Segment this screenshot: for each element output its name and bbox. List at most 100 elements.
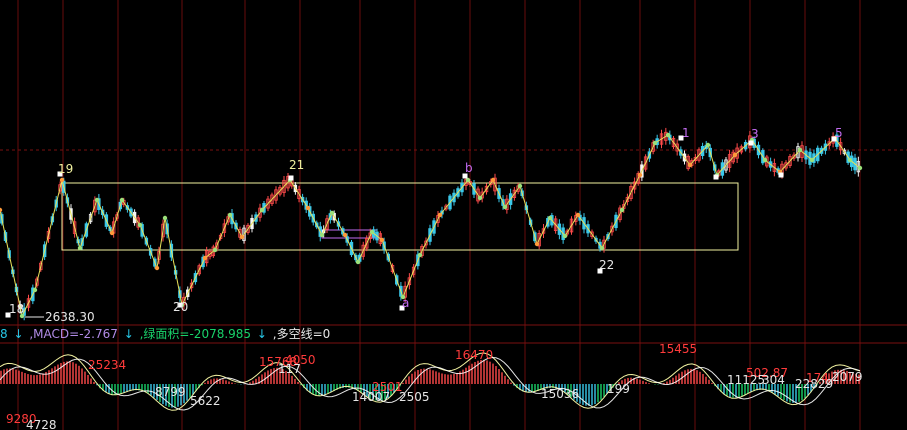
macd-histogram [0, 359, 860, 408]
candle-body [411, 266, 416, 275]
pivot-dot [465, 177, 471, 183]
pivot-marker [713, 174, 719, 180]
pivot-marker [399, 305, 405, 311]
pivot-dot [355, 259, 361, 265]
pivot-dot [797, 147, 803, 153]
pivot-dot [259, 207, 265, 213]
macd-label-15455: 15455 [659, 342, 697, 356]
pivot-marker [288, 175, 294, 181]
wave-label-3: 3 [751, 127, 759, 141]
pivot-dot [534, 241, 540, 247]
low-price-label: 2638.30 [45, 310, 95, 324]
candle-body [512, 189, 517, 198]
pivot-marker [177, 302, 183, 308]
pivot-dot [809, 157, 815, 163]
candle-body [197, 265, 201, 275]
macd-label-174: 174 [806, 371, 829, 385]
pivot-dot [319, 232, 325, 238]
macd-label-25234: 25234 [88, 358, 126, 372]
pivot-marker [5, 312, 11, 318]
multi-empty-line-value: ,多空线=0 [272, 327, 331, 341]
pivot-dot [0, 207, 3, 213]
candle-body [489, 181, 493, 185]
candle-body [590, 231, 594, 237]
pivot-dot [119, 197, 125, 203]
pivot-dot [162, 215, 168, 221]
candle-body [325, 218, 329, 230]
candle-body [270, 194, 274, 205]
wave-label-20: 20 [173, 300, 188, 314]
candle-body [739, 146, 744, 153]
macd-lines [0, 352, 861, 411]
macd-label-5622: 5622 [190, 394, 221, 408]
pivot-dots [0, 132, 863, 319]
candle-body [788, 156, 792, 166]
wave-label-18: 18 [9, 302, 24, 316]
candle-body [58, 184, 62, 192]
candle-body [297, 189, 301, 199]
pivot-dot [619, 207, 625, 213]
candle-body [565, 230, 569, 235]
consolidation-box [61, 182, 739, 251]
candle-body [258, 207, 262, 218]
arrow-icon: ↓ [123, 327, 134, 341]
pivot-dot [665, 132, 671, 138]
pivot-dot [94, 197, 100, 203]
macd-label-22829: 22829 [795, 377, 833, 391]
macd-label-2505: 2505 [399, 390, 430, 404]
candle-body [827, 141, 831, 146]
pivot-dot [329, 210, 335, 216]
wave-label-5: 5 [835, 126, 843, 140]
candle-body [784, 162, 788, 169]
macd-indicator-header: 8 ↓ ,MACD=-2.767 ↓ ,绿面积=-2078.985 ↓ ,多空线… [0, 326, 907, 342]
candle-body [622, 204, 626, 209]
macd-label-502: 502.87 [746, 366, 788, 380]
candle-body [493, 177, 497, 192]
candle-body [157, 251, 161, 260]
macd-dea-line [0, 356, 861, 411]
pivot-dot [687, 162, 693, 168]
indicator-index: 8 [0, 327, 8, 341]
candle-body [246, 224, 250, 233]
green-area-value: ,绿面积=-2078.985 [139, 327, 252, 341]
arrow-icon: ↓ [13, 327, 24, 341]
pivot-marker [597, 268, 603, 274]
candle-body [553, 218, 558, 232]
pivot-dot [212, 247, 218, 253]
candle-body [610, 225, 614, 233]
candle-body [222, 223, 227, 233]
candle-body [636, 173, 640, 184]
macd-label-199: 199 [607, 382, 630, 396]
wave-label-1: 1 [682, 126, 690, 140]
candle-body [39, 262, 43, 271]
pivot-dot [857, 165, 863, 171]
pivot-dot [19, 313, 25, 319]
macd-label-16470: 16470 [455, 348, 493, 362]
candle-body [569, 218, 574, 233]
arrow-icon: ↓ [256, 327, 267, 341]
candle-body [643, 156, 648, 170]
candle-body [115, 214, 119, 219]
candle-body [693, 156, 698, 162]
candle-body [286, 175, 290, 189]
macd-label-2501: 2501 [372, 380, 403, 394]
pivot-dot [202, 255, 208, 261]
candle-body [189, 282, 194, 289]
macd-label-8799: 8799 [155, 385, 186, 399]
candle-body [266, 198, 270, 209]
macd-label-11125: 11125 [727, 373, 765, 387]
pivot-dot [732, 152, 738, 158]
pivot-dot [137, 222, 143, 228]
pivot-dot [562, 233, 568, 239]
macd-label-4050: 4050 [285, 353, 316, 367]
wave-lines [0, 134, 861, 318]
candle-body [282, 179, 286, 193]
pivot-marker [462, 173, 468, 179]
candle-body [88, 213, 93, 223]
candle-body [424, 240, 428, 246]
candle-body [476, 188, 480, 202]
candle-body [278, 186, 282, 195]
candle-body [208, 251, 212, 257]
pivot-dot [517, 183, 523, 189]
